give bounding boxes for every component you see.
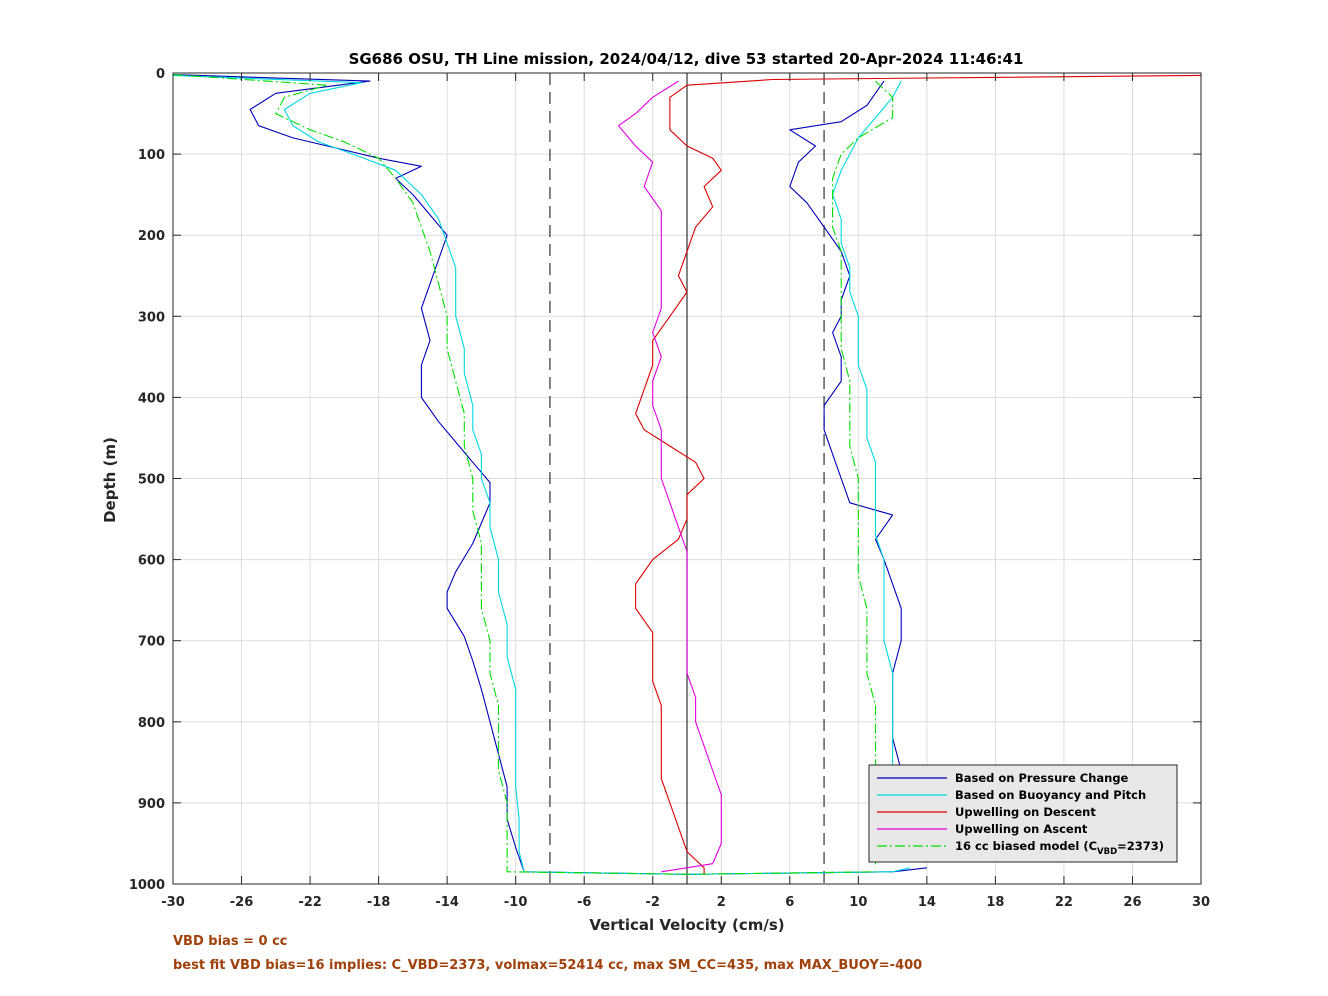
- best-fit-note: best fit VBD bias=16 implies: C_VBD=2373…: [173, 958, 923, 973]
- legend: Based on Pressure Change Based on Buoyanc…: [868, 764, 1178, 863]
- axis-ticks: -30 -26 -22 -18 -14 -10 -6 -2 2 6 10 14 18 22 26 300100…: [129, 67, 1210, 910]
- x-tick-label: -18: [367, 895, 391, 910]
- y-tick-label: 1000: [129, 878, 165, 893]
- x-tick-label: -30: [161, 895, 185, 910]
- series-line: [832, 80, 902, 860]
- series-line: [172, 74, 927, 875]
- legend-entry: Upwelling on Ascent: [955, 822, 1088, 836]
- vbd-bias-note: VBD bias = 0 cc: [173, 934, 288, 949]
- legend-entry: Based on Pressure Change: [955, 771, 1129, 785]
- x-tick-label: -10: [504, 895, 528, 910]
- y-tick-label: 600: [138, 554, 165, 569]
- y-tick-label: 700: [138, 635, 165, 650]
- series-line: [172, 74, 876, 875]
- series-line: [172, 74, 910, 875]
- y-tick-label: 500: [138, 473, 165, 488]
- legend-entry: Upwelling on Descent: [955, 805, 1096, 819]
- x-tick-label: 30: [1192, 895, 1210, 910]
- series-line: [832, 80, 894, 868]
- x-tick-label: -6: [577, 895, 591, 910]
- reference-lines: [549, 73, 825, 884]
- x-tick-label: -14: [435, 895, 459, 910]
- x-tick-label: -22: [298, 895, 322, 910]
- y-tick-label: 300: [138, 310, 165, 325]
- y-tick-label: 0: [156, 67, 165, 82]
- x-axis-label: Vertical Velocity (cm/s): [589, 916, 784, 934]
- x-tick-label: -26: [230, 895, 254, 910]
- x-tick-label: 14: [918, 895, 936, 910]
- y-axis-label: Depth (m): [101, 437, 119, 523]
- legend-entry: Based on Buoyancy and Pitch: [955, 788, 1146, 802]
- y-tick-label: 900: [138, 797, 165, 812]
- series-line: [635, 74, 1202, 875]
- x-tick-label: 26: [1123, 895, 1141, 910]
- data-series: [172, 74, 1202, 875]
- y-tick-label: 200: [138, 229, 165, 244]
- x-tick-label: 10: [849, 895, 867, 910]
- x-tick-label: 6: [785, 895, 794, 910]
- y-tick-label: 100: [138, 148, 165, 163]
- y-tick-label: 400: [138, 391, 165, 406]
- x-tick-label: 18: [986, 895, 1004, 910]
- chart-title: SG686 OSU, TH Line mission, 2024/04/12, …: [349, 50, 1024, 68]
- series-line: [789, 80, 919, 860]
- series-line: [617, 80, 722, 873]
- y-tick-label: 800: [138, 716, 165, 731]
- x-tick-label: 2: [717, 895, 726, 910]
- x-tick-label: -2: [646, 895, 660, 910]
- x-tick-label: 22: [1055, 895, 1073, 910]
